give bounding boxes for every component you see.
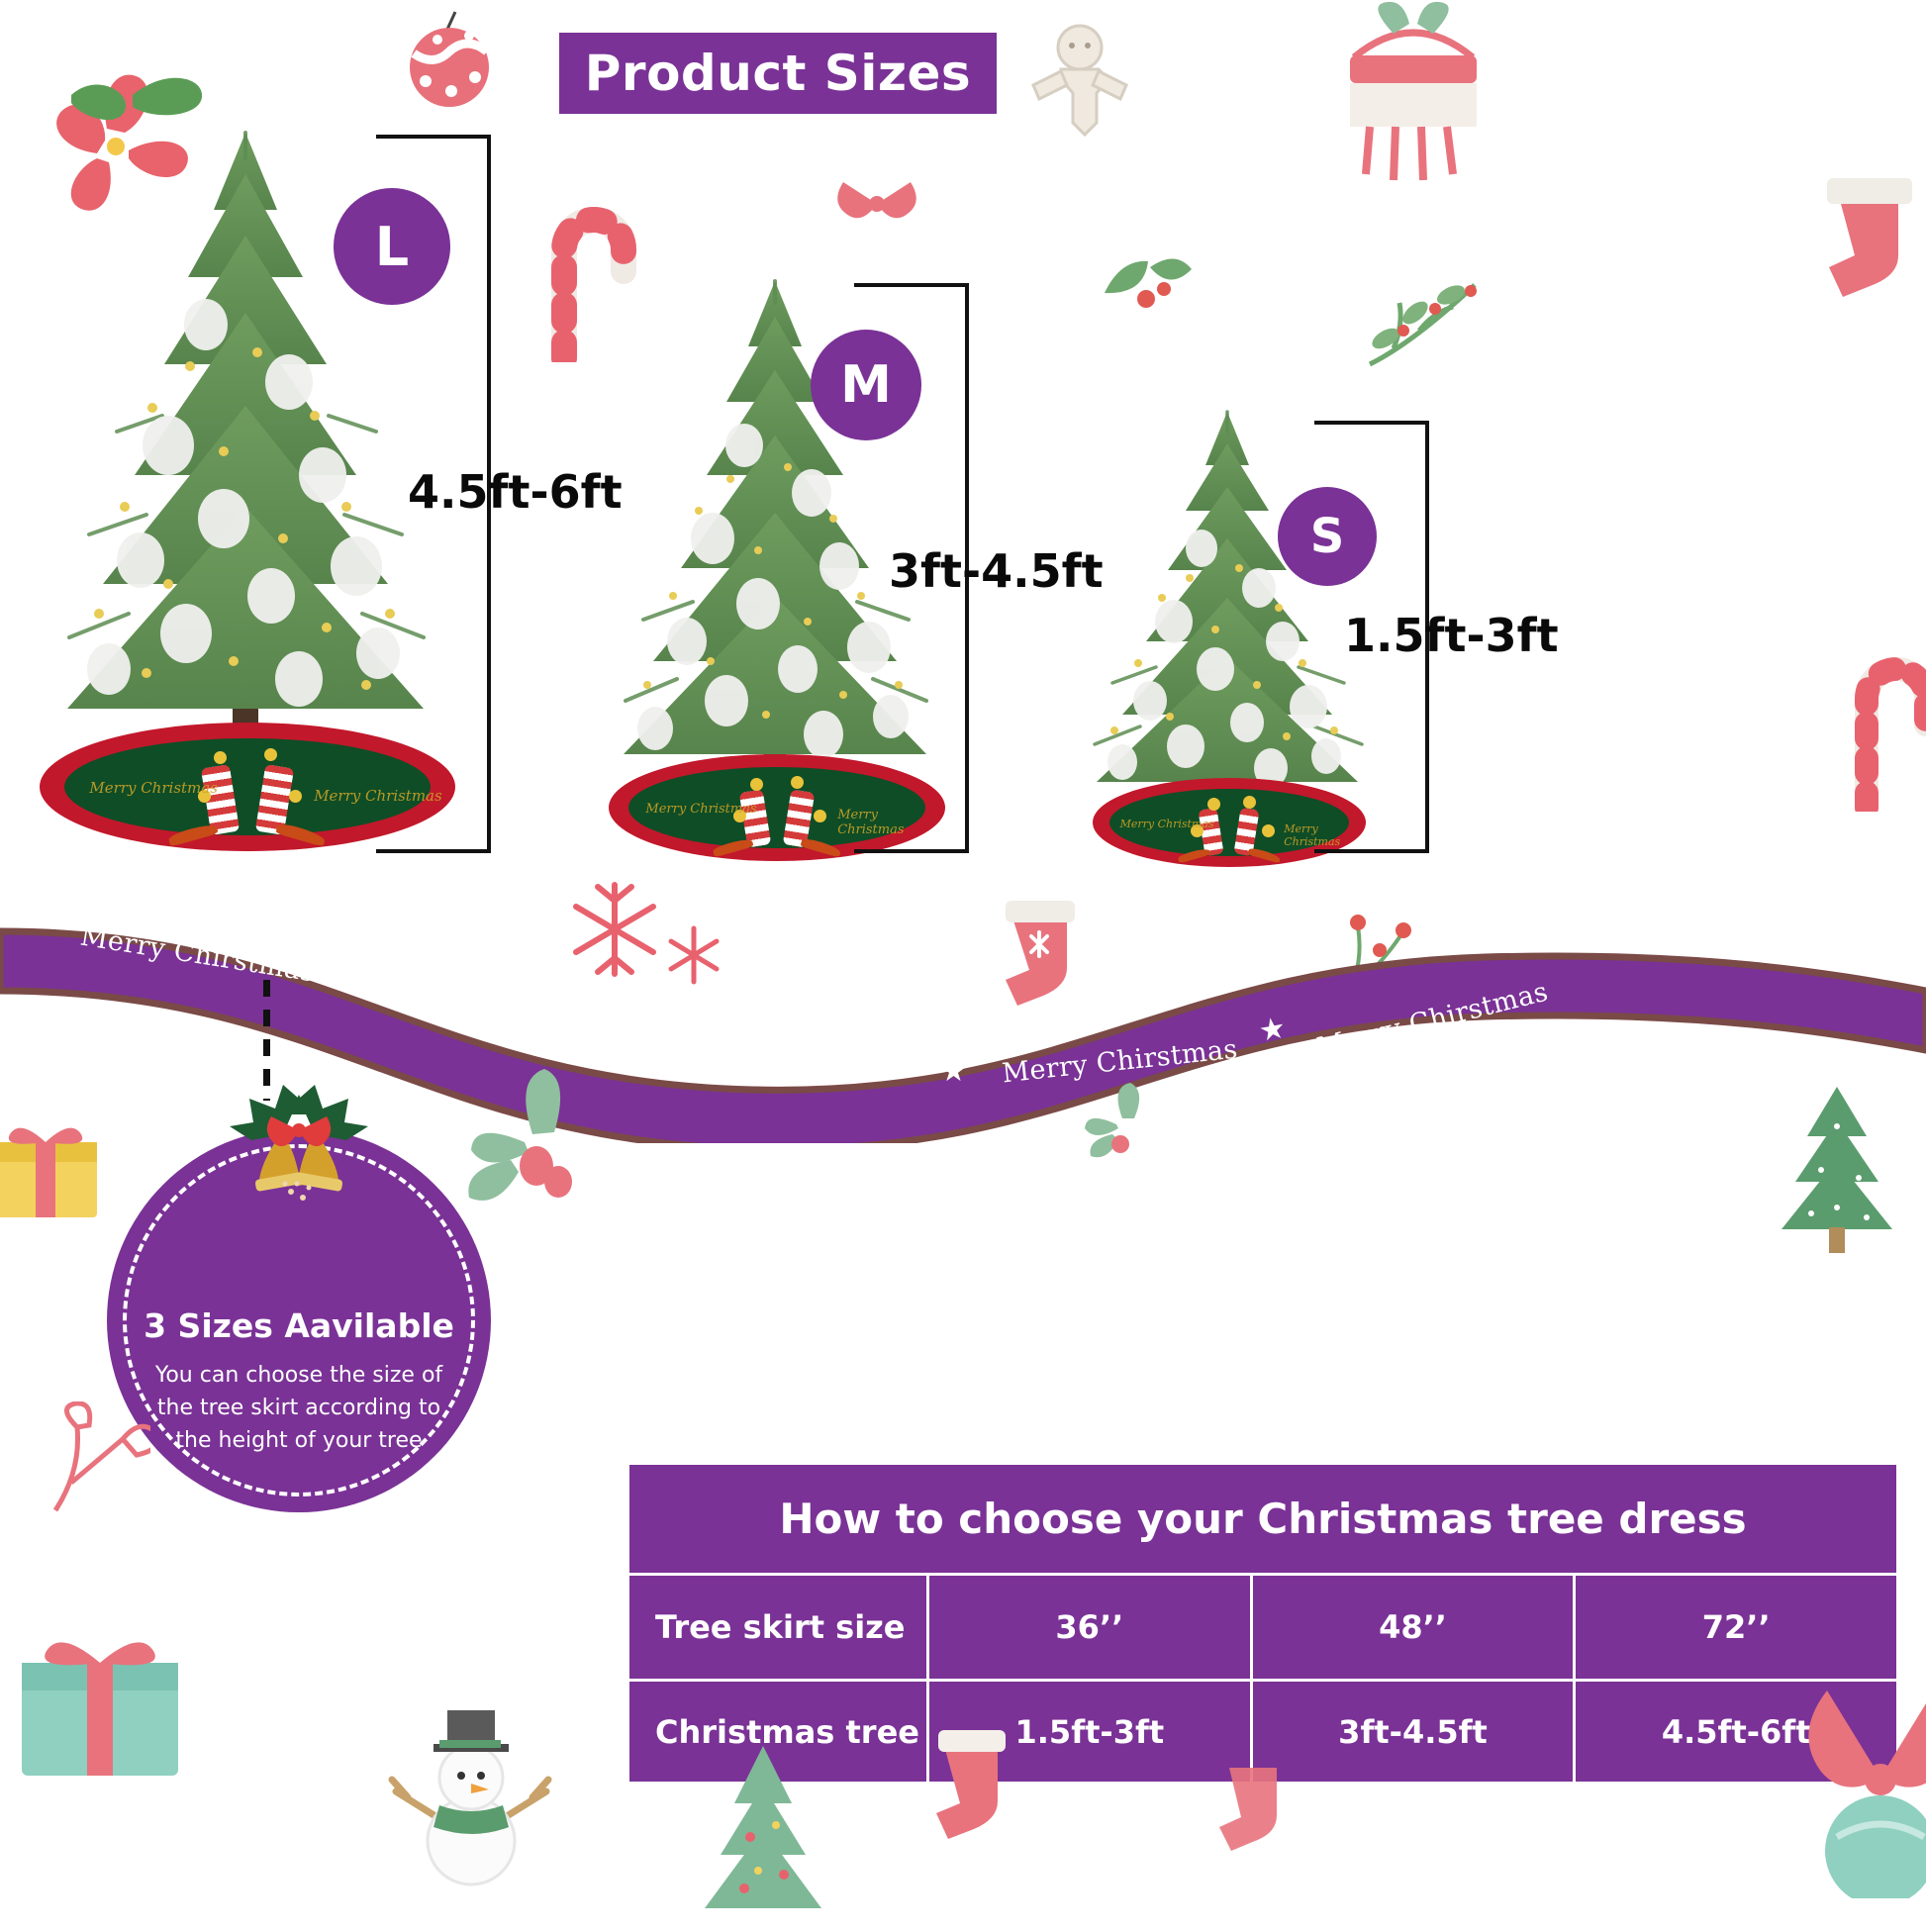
size-badge-m-label: M bbox=[840, 355, 892, 415]
skirt-script-left: Merry Christmas bbox=[1119, 817, 1214, 830]
row-label-christmas-tree: Christmas tree bbox=[655, 1712, 919, 1751]
tree-small: Merry Christmas Merry Christmas bbox=[1071, 404, 1388, 869]
pine-tree-icon-bottom bbox=[705, 1746, 821, 1908]
size-badge-m: M bbox=[811, 330, 921, 440]
table-row: Christmas tree 1.5ft-3ft 3ft-4.5ft 4.5ft… bbox=[629, 1679, 1896, 1782]
cell-skirt-36: 36’’ bbox=[926, 1576, 1250, 1679]
size-chart-title-row: How to choose your Christmas tree dress bbox=[629, 1465, 1896, 1576]
mistletoe-icon-bottom bbox=[1085, 1083, 1140, 1158]
size-badge-l-label: L bbox=[374, 215, 410, 278]
sock-icon-right bbox=[1219, 1768, 1277, 1851]
sizes-available-callout: 3 Sizes Aavilable You can choose the siz… bbox=[107, 1128, 491, 1512]
skirt-script-left: Merry Christmas bbox=[89, 779, 218, 798]
skirt-script-right: Merry Christmas bbox=[837, 808, 905, 837]
candy-cane-icon-right bbox=[1855, 657, 1926, 812]
holly-icon bbox=[1105, 258, 1192, 308]
tree-skirt-large: Merry Christmas Merry Christmas bbox=[40, 723, 455, 851]
ribbon-star-4: ★ bbox=[1256, 1011, 1289, 1049]
page-title: Product Sizes bbox=[584, 45, 972, 102]
gift-box-icon-bottom bbox=[22, 1642, 178, 1776]
dashed-connector-line bbox=[263, 980, 270, 1101]
cell-tree-medium: 3ft-4.5ft bbox=[1249, 1682, 1574, 1782]
skirt-script-left: Merry Christmas bbox=[645, 801, 757, 817]
measure-label-medium: 3ft-4.5ft bbox=[889, 544, 1104, 598]
snowflake-icon-small bbox=[668, 925, 720, 985]
bells-icon bbox=[230, 1085, 368, 1201]
size-chart-title: How to choose your Christmas tree dress bbox=[779, 1495, 1747, 1543]
gingerbread-man-icon bbox=[1031, 24, 1128, 138]
measure-label-large: 4.5ft-6ft bbox=[408, 465, 623, 519]
size-badge-s-label: S bbox=[1309, 509, 1345, 564]
ribbon-bow-icon bbox=[1808, 1690, 1926, 1898]
hanging-basket-icon bbox=[1350, 1, 1477, 181]
page-title-banner: Product Sizes bbox=[559, 33, 997, 114]
cell-tree-large: 4.5ft-6ft bbox=[1573, 1682, 1896, 1782]
tree-skirt-medium: Merry Christmas Merry Christmas bbox=[609, 754, 945, 861]
snowman-icon bbox=[388, 1710, 552, 1886]
stocking-icon bbox=[1827, 178, 1912, 297]
measure-label-small: 1.5ft-3ft bbox=[1344, 609, 1559, 662]
candy-cane-icon bbox=[551, 207, 636, 362]
poinsettia-icon bbox=[56, 74, 203, 211]
gift-box-icon bbox=[0, 1127, 97, 1217]
snowflake-icon bbox=[573, 882, 656, 977]
berry-sprig-icon-bottom bbox=[52, 1401, 150, 1512]
tree-small-illustration bbox=[1093, 410, 1364, 810]
size-chart-table: How to choose your Christmas tree dress … bbox=[629, 1465, 1896, 1782]
mistletoe-icon bbox=[1368, 283, 1477, 367]
cell-skirt-72: 72’’ bbox=[1573, 1576, 1896, 1679]
ribbon-star-3: ★ bbox=[940, 1055, 967, 1088]
row-label-tree-skirt-size: Tree skirt size bbox=[655, 1608, 906, 1646]
tree-large: Merry Christmas Merry Christmas bbox=[30, 119, 465, 871]
cell-tree-small: 1.5ft-3ft bbox=[926, 1682, 1250, 1782]
tree-skirt-small: Merry Christmas Merry Christmas bbox=[1093, 778, 1366, 867]
stocking-icon-mid bbox=[1006, 901, 1075, 1006]
holly-icon-left bbox=[468, 1069, 572, 1201]
ornament-ball-icon bbox=[410, 11, 490, 107]
bow-icon bbox=[837, 182, 916, 219]
tree-large-illustration bbox=[67, 131, 426, 782]
pine-tree-icon bbox=[1782, 1087, 1892, 1253]
callout-body: You can choose the size of the tree skir… bbox=[154, 1363, 443, 1453]
skirt-script-right: Merry Christmas bbox=[1284, 822, 1341, 848]
tree-medium: Merry Christmas Merry Christmas bbox=[594, 269, 960, 873]
tree-medium-illustration bbox=[624, 279, 928, 804]
stocking-icon-bottom bbox=[936, 1730, 1006, 1839]
size-badge-s: S bbox=[1278, 487, 1377, 586]
skirt-script-right: Merry Christmas bbox=[314, 787, 442, 805]
size-badge-l: L bbox=[334, 188, 450, 305]
cell-skirt-48: 48’’ bbox=[1249, 1576, 1574, 1679]
callout-title: 3 Sizes Aavilable bbox=[144, 1306, 454, 1345]
table-row: Tree skirt size 36’’ 48’’ 72’’ bbox=[629, 1576, 1896, 1679]
